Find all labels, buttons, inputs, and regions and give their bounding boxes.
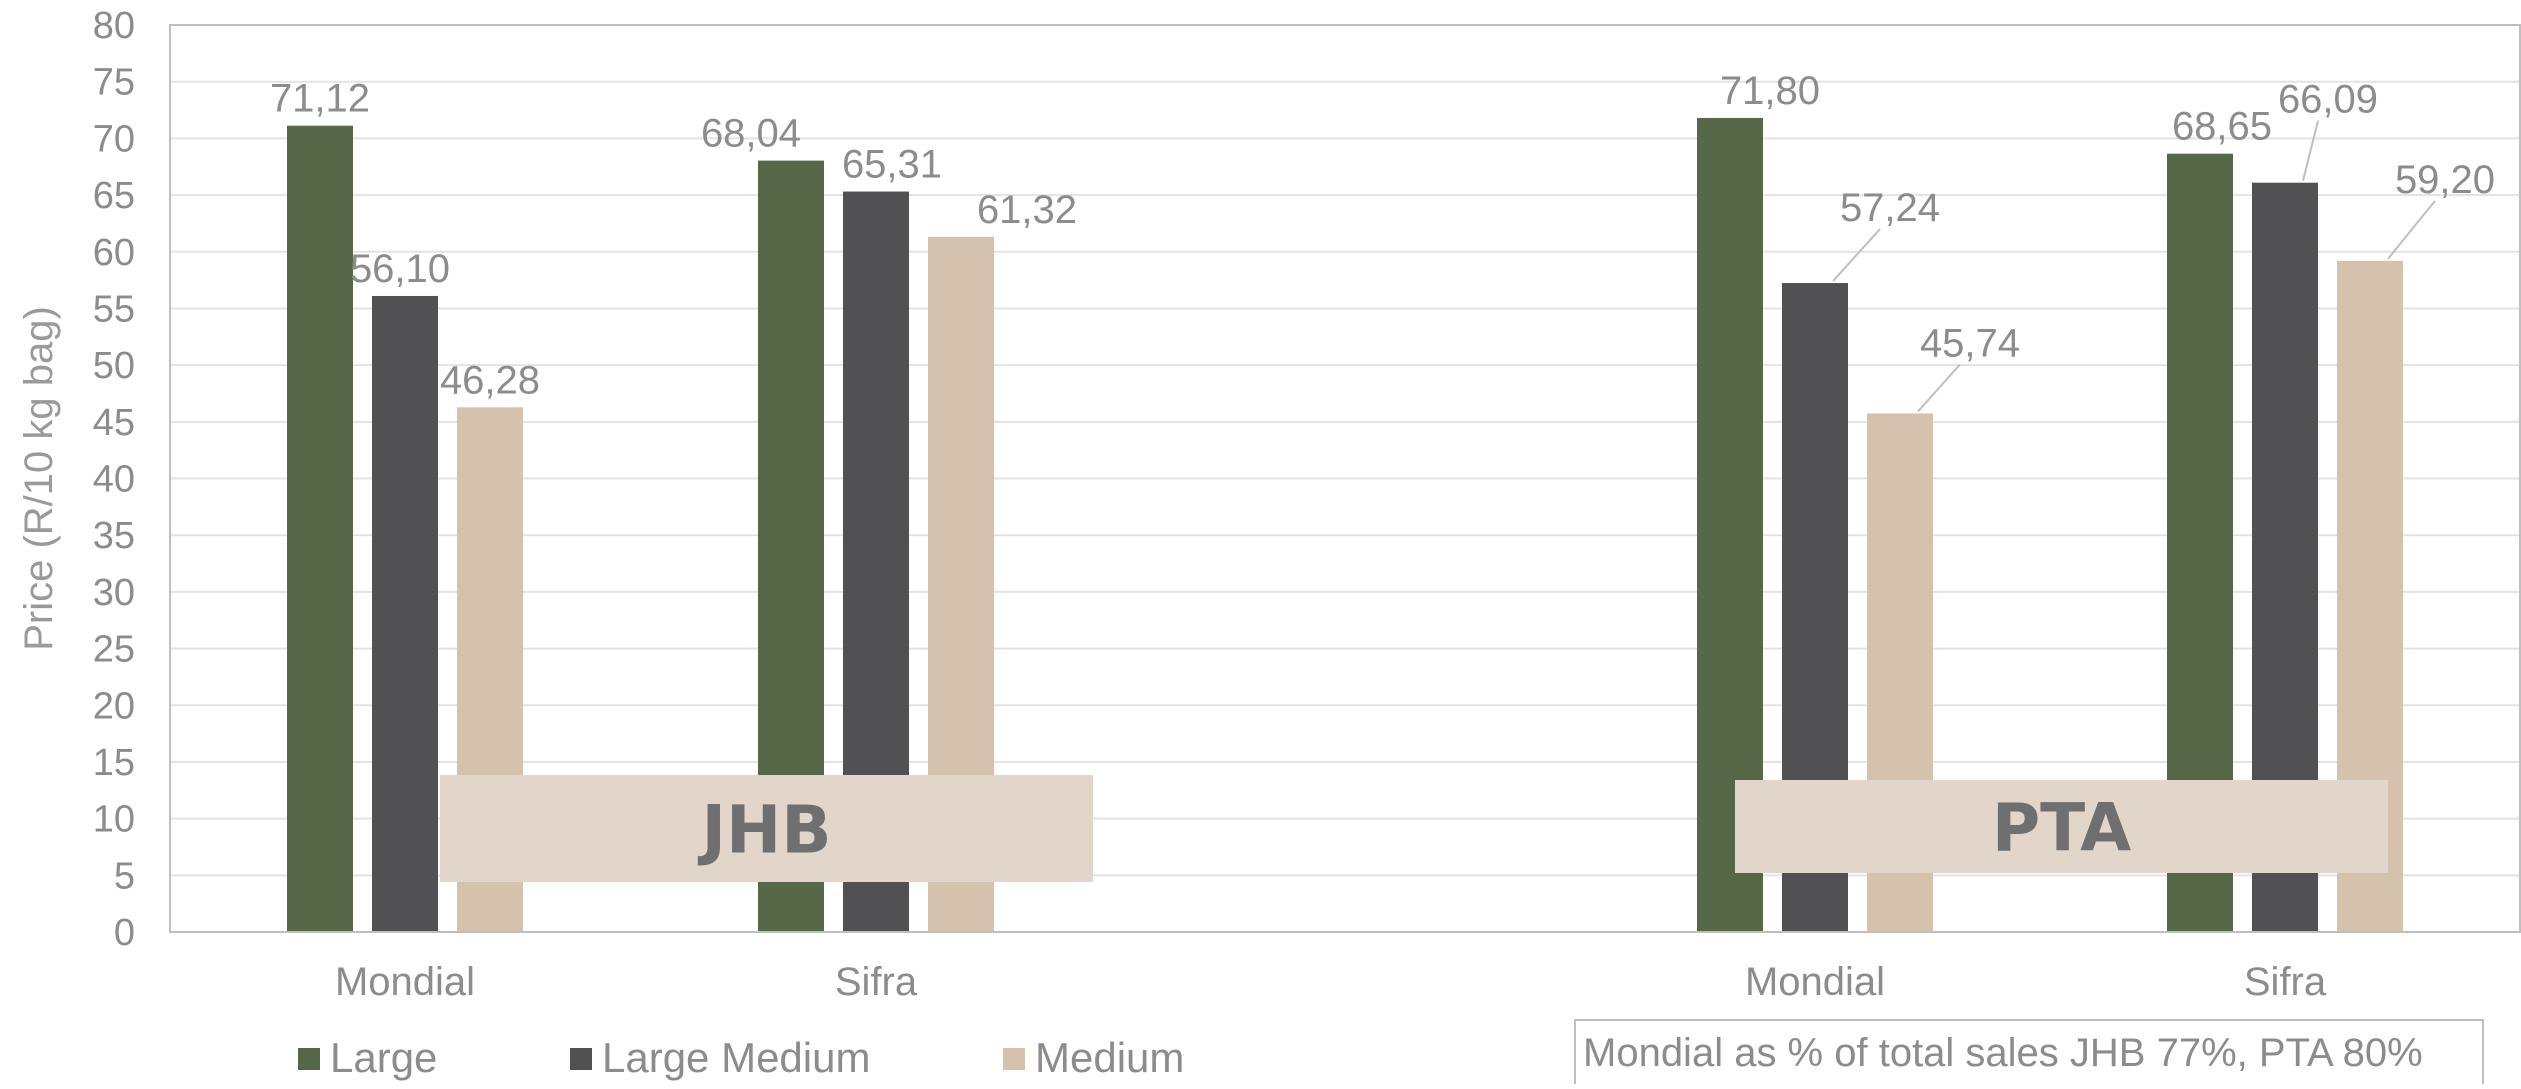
legend-swatch	[1003, 1048, 1025, 1070]
data-label: 56,10	[350, 247, 450, 291]
legend-label: Large	[330, 1034, 437, 1081]
x-category-label: Mondial	[1745, 960, 1885, 1004]
y-tick-label: 30	[93, 572, 135, 614]
x-category-label: Sifra	[835, 960, 918, 1004]
legend: Large Large Medium Medium	[298, 1034, 1184, 1081]
y-tick-label: 50	[93, 345, 135, 387]
data-label: 45,74	[1920, 321, 2020, 365]
x-category-label: Sifra	[2244, 960, 2327, 1004]
data-label: 71,12	[270, 77, 370, 121]
legend-swatch	[298, 1048, 320, 1070]
axes: 0 5 10 15 20 25 30 35 40 45 50 55 60 65 70 75 80 Price (R…	[17, 5, 2521, 1004]
annotation-frame	[1574, 1019, 2484, 1089]
data-label: 61,32	[977, 188, 1077, 232]
bar	[372, 295, 438, 932]
annotation-text: Mondial as % of total sales JHB 77%, PTA…	[1583, 1031, 2423, 1075]
legend-label: Large Medium	[602, 1034, 870, 1081]
data-label: 71,80	[1720, 69, 1820, 113]
y-tick-label: 60	[93, 232, 135, 274]
data-labels: 71,12 56,10 46,28 68,04 65,31 61,32 71,80 57,24…	[270, 69, 2495, 413]
y-tick-label: 75	[93, 62, 135, 104]
data-label-leader	[2302, 120, 2319, 181]
data-label: 68,04	[701, 112, 801, 156]
data-label: 59,20	[2395, 158, 2495, 202]
y-tick-label: 5	[114, 855, 135, 897]
y-tick-label: 0	[114, 912, 135, 954]
group-label: JHB	[697, 792, 831, 869]
y-tick-label: 45	[93, 402, 135, 444]
group-label-panel	[1735, 780, 2388, 873]
y-tick-label: 25	[93, 629, 135, 671]
y-tick-label: 65	[93, 175, 135, 217]
data-label: 65,31	[842, 143, 942, 187]
group-label: PTA	[1992, 790, 2131, 867]
bar	[287, 125, 353, 932]
legend-swatch	[570, 1048, 592, 1070]
data-label-leader	[1832, 228, 1881, 282]
y-tick-label: 80	[93, 5, 135, 47]
y-tick-label: 35	[93, 515, 135, 557]
annotation-box: Mondial as % of total sales JHB 77%, PTA…	[1574, 1019, 2484, 1089]
y-tick-label: 10	[93, 799, 135, 841]
data-label: 68,65	[2172, 105, 2272, 149]
group-label-panel	[440, 775, 1093, 882]
x-category-label: Mondial	[335, 960, 475, 1004]
grid-lines	[170, 24, 2521, 877]
y-axis-title: Price (R/10 kg bag)	[17, 306, 61, 651]
data-label: 57,24	[1840, 186, 1940, 230]
data-label-leader	[2387, 200, 2436, 260]
data-label-leader	[1917, 363, 1961, 413]
data-label: 46,28	[440, 358, 540, 402]
y-tick-label: 40	[93, 459, 135, 501]
y-tick-label: 70	[93, 118, 135, 160]
group-labels: JHB PTA	[440, 775, 2388, 882]
data-label: 66,09	[2278, 78, 2378, 122]
y-tick-label: 15	[93, 742, 135, 784]
plot-frame	[169, 24, 2521, 933]
y-tick-label: 55	[93, 288, 135, 330]
legend-label: Medium	[1035, 1034, 1184, 1081]
y-tick-label: 20	[93, 685, 135, 727]
